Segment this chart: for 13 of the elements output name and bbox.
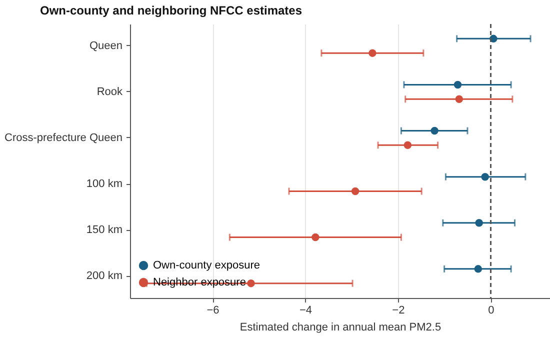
x-tick-label: −2	[392, 304, 405, 316]
x-tick-label: 0	[488, 304, 494, 316]
x-axis-title: Estimated change in annual mean PM2.5	[240, 322, 442, 334]
y-tick-label: Queen	[89, 40, 122, 52]
y-tick-label: 200 km	[86, 270, 122, 282]
y-tick-label: 100 km	[86, 178, 122, 190]
x-tick-label: −4	[299, 304, 312, 316]
legend-label: Own-county exposure	[153, 260, 260, 272]
y-tick-label: 150 km	[86, 224, 122, 236]
y-tick-label: Cross-prefecture Queen	[4, 132, 122, 144]
y-tick-label: Rook	[96, 86, 123, 98]
x-tick-label: −6	[206, 304, 220, 316]
chart-title: Own-county and neighboring NFCC estimates	[40, 4, 302, 18]
